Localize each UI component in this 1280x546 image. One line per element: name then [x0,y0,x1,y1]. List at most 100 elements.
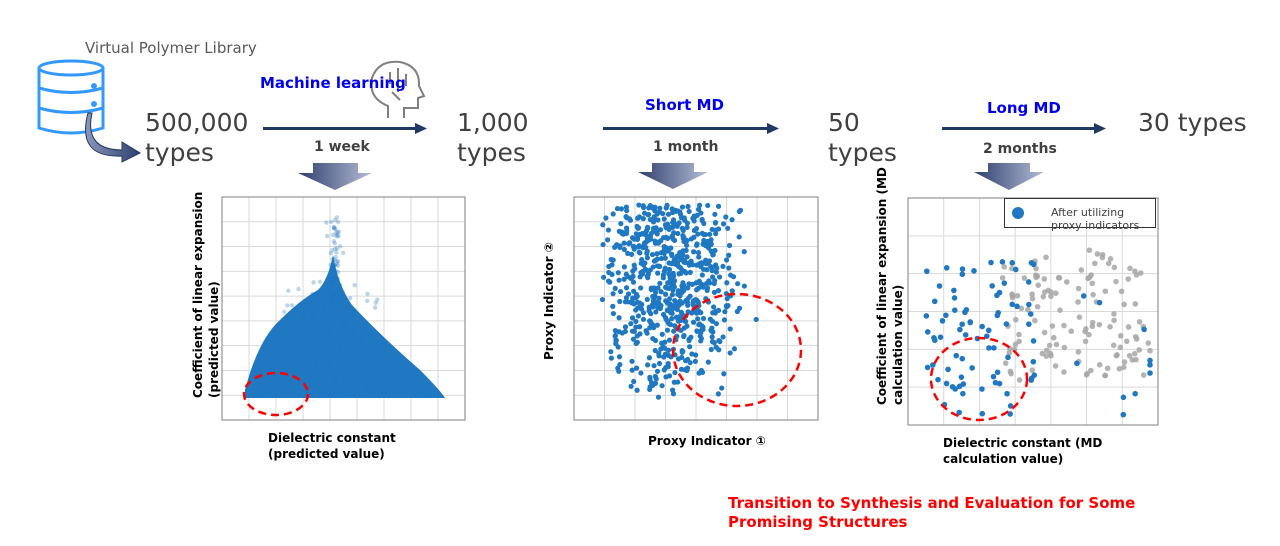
data-point [302,354,307,359]
data-point [1061,369,1067,375]
data-point [730,274,737,280]
data-point [661,268,668,274]
data-point [708,240,714,247]
data-point [616,368,622,374]
data-point [680,280,686,286]
data-point [1026,321,1032,327]
data-point [712,247,718,254]
data-point [286,288,291,293]
data-point [971,268,977,274]
data-point [1111,311,1117,317]
data-point [339,299,345,304]
data-point [634,223,640,230]
data-point [1029,367,1036,373]
data-point [1050,334,1057,341]
plot2-ylabel: Proxy Indicator ② [542,242,556,360]
data-point [324,220,329,225]
data-point [1040,293,1047,300]
data-point [984,333,990,339]
data-point [330,275,336,281]
data-point [660,234,667,241]
data-point [1032,317,1038,324]
data-point [1043,353,1050,359]
data-point [332,217,338,223]
data-point [675,230,681,237]
data-point [618,221,624,227]
data-point [1147,347,1153,354]
data-point [663,223,670,229]
data-point [696,261,702,267]
data-point [692,358,698,364]
data-point [631,288,637,294]
data-point [692,214,698,220]
data-point [335,259,341,264]
data-point [346,340,352,345]
data-point [671,328,677,334]
data-point [721,371,727,377]
data-point [696,370,702,376]
data-point [714,265,720,271]
data-point [1132,390,1138,397]
data-point [345,305,351,311]
data-point [709,268,715,274]
data-point [1025,306,1031,313]
data-point [678,215,684,221]
data-point [720,221,727,227]
data-point [666,271,672,277]
data-point [344,381,350,387]
data-point [313,360,318,365]
data-point [655,285,661,291]
data-point [661,354,667,360]
data-point [348,296,353,301]
duration-ml: 1 week [314,139,370,155]
data-point [1132,350,1138,357]
data-point [286,350,292,356]
data-point [604,237,611,243]
data-point [936,283,943,289]
data-point [1107,256,1114,262]
data-point [1096,321,1103,328]
data-point [334,375,339,381]
data-point [1055,274,1062,281]
data-point [350,330,355,336]
data-point [650,205,656,211]
data-point [608,355,615,361]
data-point [694,328,700,334]
data-point [1049,323,1056,329]
data-point [315,327,321,333]
data-point [616,315,622,321]
data-point [1121,364,1127,371]
data-point [723,214,729,220]
data-point [962,332,969,338]
data-point [365,291,370,297]
data-point [1001,280,1008,286]
data-point [677,298,683,304]
data-point [634,333,640,339]
data-point [666,266,673,273]
data-point [1063,279,1070,285]
data-point [641,262,647,268]
data-point [328,250,334,256]
data-point [672,297,678,304]
data-point [679,354,685,361]
data-point [377,390,382,396]
data-point [617,361,623,368]
data-point [694,242,700,248]
data-point [659,331,665,337]
data-point [1033,265,1039,272]
data-point [662,345,668,351]
duration-long-md: 2 months [983,141,1057,157]
data-point [669,292,675,298]
data-point [633,324,639,330]
data-point [1118,288,1125,295]
data-point [1121,359,1128,365]
data-point [1105,260,1112,267]
data-point [734,308,740,315]
data-point [629,358,635,364]
data-point [334,259,339,264]
library-count: 500,000 types [145,108,248,168]
data-point [655,305,661,311]
data-point [1104,365,1111,372]
data-point [309,313,314,318]
